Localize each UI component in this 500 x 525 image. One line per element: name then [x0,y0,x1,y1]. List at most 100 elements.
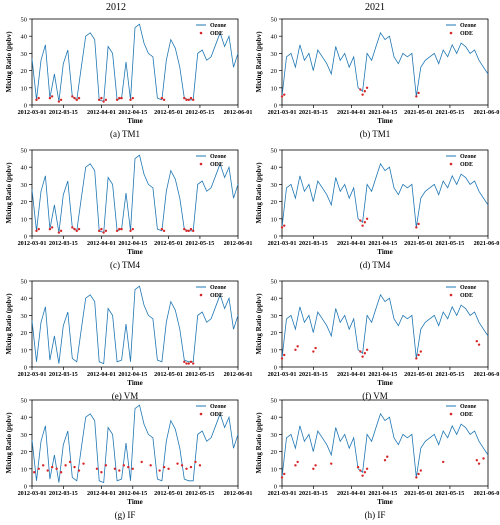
chart0-ode-point-7 [73,96,76,100]
caption-h: (h) IF [364,510,386,520]
chart1-legend-ode-label: ODE [460,31,473,37]
chart0-ode-point-19 [160,96,164,100]
chart-e: 0 10 20 30 40 50 2012-03-01 2012-03-15 2012-04-0… [5,279,252,388]
chart6-ode-point-3 [46,469,49,472]
chart0-xtick-label-0: 2012-03-01 [18,109,47,116]
chart7-ode-point-20 [482,457,485,460]
chart-h: 0 10 20 30 40 50 2021-03-01 2021-03-15 2021-04-0… [255,398,500,507]
chart2-x-axis-label: Time [127,248,142,256]
chart1-plot-frame [281,18,489,106]
chart0-ode-point-10 [97,98,101,102]
chart6-y-axis-label: Mixing Ratio (ppbv) [5,412,13,474]
chart7-xtick-label-4: 2021-05-01 [404,490,433,497]
panel-g: 0 10 20 30 40 50 2012-03-01 2012-03-15 2012-04-0… [0,394,252,525]
chart1-ytick-label-2: 20 [271,68,278,75]
chart2-xtick-label-2: 2012-04-01 [87,240,116,247]
chart5-ode-point-5 [314,346,317,350]
chart4-xtick-label-5: 2012-05-15 [185,371,214,378]
chart5-ode-point-0 [280,357,284,360]
chart3-ode-point-2 [359,219,362,222]
chart6-ytick-label-1: 10 [21,466,28,473]
chart1-legend-ozone-label: Ozone [460,23,477,29]
chart5-legend-ozone-label: Ozone [460,285,477,291]
chart2-xtick-label-5: 2012-05-15 [185,240,214,247]
chart7-xtick-label-3: 2021-04-15 [368,490,397,497]
chart1-ytick-label-3: 30 [271,51,278,58]
chart6-ode-point-14 [104,464,108,467]
chart7-x-axis-label: Time [377,498,392,506]
chart7-ode-point-12 [383,459,387,462]
chart6-ode-point-20 [140,460,143,464]
chart2-ode-point-22 [185,229,188,233]
chart7-legend-ode-swatch [449,412,453,416]
chart3-xtick-label-1: 2021-03-15 [299,240,328,247]
chart4-legend-ozone-label: Ozone [210,285,227,291]
chart6-ode-point-26 [180,464,184,467]
chart2-ode-point-1 [37,227,40,231]
chart7-legend-ozone-label: Ozone [460,404,477,410]
chart7-ode-point-8 [359,469,362,472]
chart5-ode-point-14 [477,343,481,346]
caption-a: (a) TM1 [109,129,141,139]
chart6-ode-point-10 [77,469,81,472]
chart6-xtick-label-3: 2012-04-15 [118,490,147,497]
chart0-ode-point-11 [100,96,103,100]
chart4-xtick-label-1: 2012-03-15 [49,371,78,378]
chart6-ode-point-29 [194,460,197,464]
chart0-ode-point-0 [35,98,38,102]
caption-d: (d) TM4 [359,260,391,270]
chart4-ytick-label-4: 40 [21,296,28,303]
chart3-y-axis-label: Mixing Ratio (ppbv) [255,162,263,224]
chart1-ode-point-5 [365,86,369,90]
chart7-legend-ode-label: ODE [460,412,473,418]
chart5-xtick-label-5: 2021-05-15 [435,371,464,378]
chart3-xtick-label-6: 2021-06-01 [474,240,500,247]
chart7-ode-point-18 [475,459,479,462]
chart2-y-axis-label: Mixing Ratio (ppbv) [5,162,13,224]
chart6-legend-ode-label: ODE [210,412,223,418]
chart0-ode-point-21 [183,96,186,100]
chart2-ode-point-16 [120,227,123,231]
chart1-y-axis-label: Mixing Ratio (ppbv) [255,31,263,93]
chart5-ode-point-12 [419,350,423,353]
chart1-legend-ode-swatch [449,31,453,35]
chart2-ode-point-18 [131,227,134,231]
chart0-x-axis-label: Time [127,117,142,125]
chart2-ode-point-6 [71,226,74,229]
chart2-ode-point-4 [57,231,61,234]
chart5-ode-point-2 [294,348,297,351]
chart0-ytick-label-2: 20 [21,68,28,75]
chart0-ode-point-15 [118,96,121,100]
chart1-ode-point-4 [363,90,367,93]
chart1-x-axis-label: Time [377,117,392,125]
chart7-ode-point-15 [417,472,420,476]
chart2-xtick-label-0: 2012-03-01 [18,240,47,247]
chart6-ode-point-22 [158,469,161,472]
chart7-ode-point-6 [330,462,333,465]
chart5-ode-point-6 [359,350,362,353]
chart5-xtick-label-2: 2021-04-01 [337,371,366,378]
chart0-legend-ode-label: ODE [210,31,223,37]
chart4-legend-ode-label: ODE [210,293,223,299]
chart6-xtick-label-2: 2012-04-01 [87,490,116,497]
chart2-ytick-label-4: 40 [21,165,28,172]
chart6-ode-point-8 [68,460,72,464]
chart0-ytick-label-3: 30 [21,51,28,58]
chart6-ode-point-5 [55,467,58,470]
chart4-series-ozone-line [31,285,239,365]
chart1-ode-point-1 [283,93,286,96]
chart0-ode-point-18 [131,96,134,100]
chart5-x-axis-label: Time [377,379,392,387]
chart6-ode-point-27 [185,467,188,470]
chart1-ytick-label-1: 10 [271,85,278,92]
chart3-ode-point-1 [283,224,286,227]
chart6-ode-point-19 [131,467,134,470]
chart5-ytick-label-2: 20 [271,330,278,337]
chart6-legend-ozone-label: Ozone [210,404,227,410]
chart7-ode-point-4 [312,467,315,470]
chart-g: 0 10 20 30 40 50 2012-03-01 2012-03-15 2012-04-0… [5,398,252,507]
chart1-xtick-label-6: 2021-06-01 [474,109,500,116]
chart2-ode-point-23 [187,229,190,233]
chart2-xtick-label-1: 2012-03-15 [49,240,78,247]
chart0-ode-point-12 [102,100,105,103]
